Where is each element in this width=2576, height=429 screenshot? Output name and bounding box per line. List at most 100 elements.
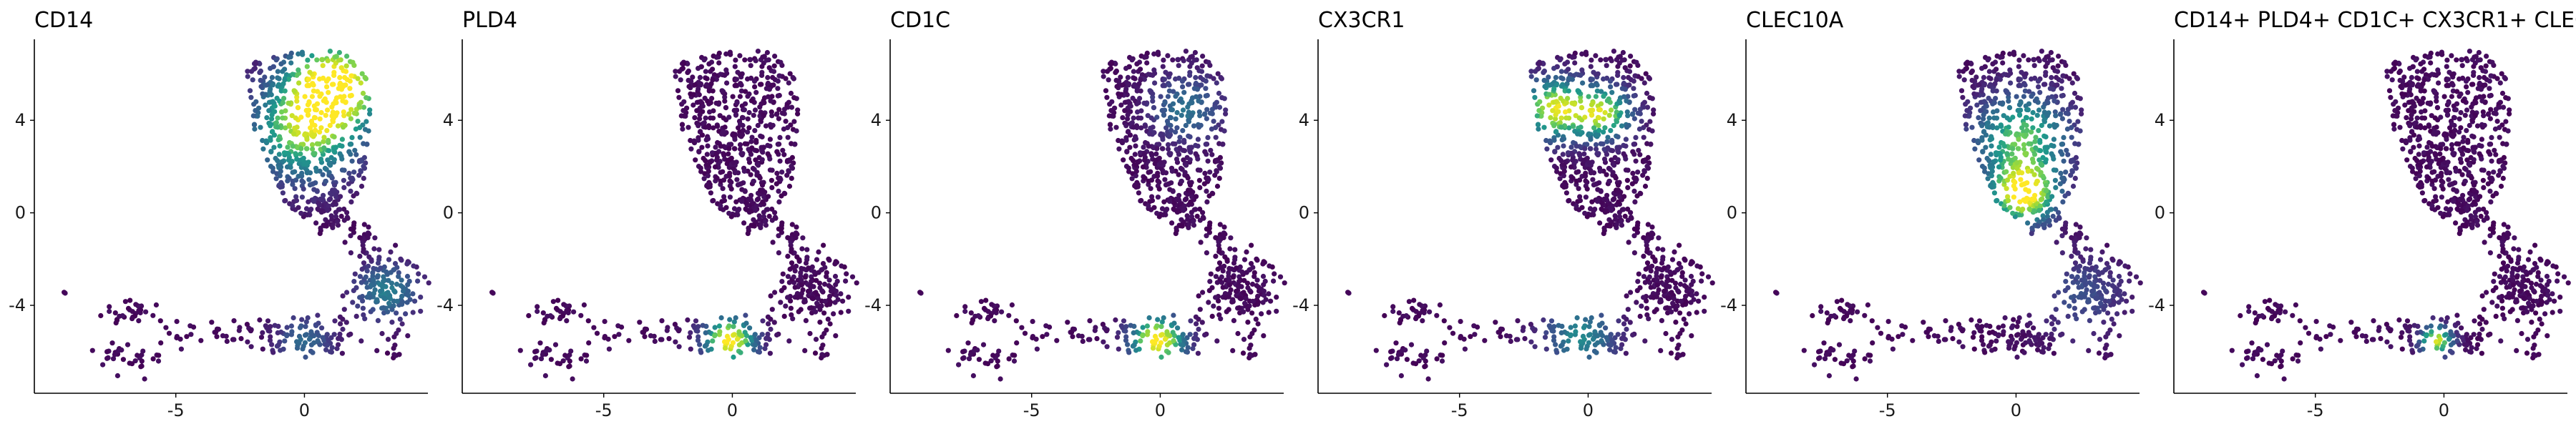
cell-point — [2082, 307, 2087, 312]
cell-point — [418, 308, 424, 314]
cell-point — [1162, 177, 1168, 182]
cell-point — [358, 80, 364, 86]
cell-point — [1648, 142, 1654, 147]
panel-title: PLD4 — [462, 8, 517, 33]
cell-point — [686, 68, 692, 74]
cell-point — [379, 330, 385, 337]
cell-point — [1458, 335, 1463, 341]
cell-point — [1217, 154, 1223, 160]
cell-point — [1986, 124, 1992, 130]
cell-point — [330, 117, 336, 123]
cell-point — [553, 305, 560, 311]
cell-point — [2019, 69, 2024, 75]
cell-point — [776, 250, 781, 256]
cell-point — [298, 114, 304, 120]
cell-point — [351, 279, 357, 285]
cell-point — [1553, 129, 1559, 134]
cell-point — [1528, 339, 1534, 345]
cell-point — [2025, 107, 2031, 113]
cell-point — [1639, 76, 1644, 82]
cell-point — [1213, 253, 1219, 259]
cell-point — [337, 331, 343, 337]
x-tick-label: 0 — [299, 400, 310, 420]
cell-point — [1171, 207, 1177, 212]
cell-point — [1574, 143, 1579, 149]
cell-point — [125, 305, 132, 311]
cell-point — [1181, 207, 1186, 213]
cell-point — [1166, 197, 1173, 202]
cell-point — [273, 57, 279, 63]
cell-point — [2091, 283, 2097, 289]
cell-point — [1578, 72, 1584, 78]
cell-point — [1216, 104, 1223, 110]
cell-point — [2109, 282, 2115, 289]
cell-point — [348, 250, 353, 256]
cell-point — [1624, 293, 1629, 299]
cell-point — [1558, 115, 1564, 121]
cell-point — [779, 193, 784, 199]
cell-point — [1575, 88, 1581, 94]
cell-point — [1189, 54, 1195, 59]
cell-point — [2044, 199, 2049, 205]
cell-point — [1994, 66, 1999, 72]
cell-point — [730, 94, 736, 99]
cell-point — [1182, 169, 1188, 175]
cell-point — [404, 273, 411, 280]
cell-point — [209, 320, 215, 325]
cell-point — [245, 69, 250, 74]
cell-point — [1198, 240, 1204, 245]
cell-point — [386, 257, 392, 262]
cell-point — [1656, 235, 1662, 241]
cell-point — [348, 199, 354, 204]
cell-point — [1213, 124, 1219, 131]
cell-point — [135, 352, 140, 358]
cell-point — [310, 350, 316, 355]
cell-point — [1411, 297, 1417, 303]
cell-point — [1583, 317, 1589, 322]
cell-point — [346, 112, 351, 117]
cell-point — [701, 57, 707, 63]
cell-point — [1187, 134, 1193, 139]
cell-point — [680, 108, 686, 114]
cell-point — [1604, 63, 1609, 69]
cell-point — [303, 159, 308, 166]
cell-point — [1246, 267, 1252, 273]
cell-point — [255, 113, 260, 119]
cell-point — [367, 111, 373, 117]
cell-point — [780, 147, 786, 153]
data-points — [1345, 49, 1715, 382]
cell-point — [2049, 74, 2054, 81]
cell-point — [2099, 296, 2104, 302]
cell-point — [673, 74, 678, 79]
cell-point — [2044, 113, 2050, 119]
cell-point — [690, 74, 696, 80]
cell-point — [1568, 164, 1574, 170]
cell-point — [827, 321, 833, 327]
cell-point — [334, 345, 340, 352]
cell-point — [314, 189, 320, 194]
cell-point — [1669, 290, 1674, 295]
cell-point — [384, 350, 391, 356]
cell-point — [804, 247, 810, 252]
cell-point — [804, 255, 810, 260]
cell-point — [1196, 109, 1202, 115]
cell-point — [376, 255, 382, 260]
cell-point — [1180, 342, 1186, 348]
cell-point — [1630, 170, 1636, 176]
cell-point — [328, 162, 333, 168]
cell-point — [2137, 280, 2143, 286]
cell-point — [1981, 116, 1986, 122]
cell-point — [2049, 151, 2054, 157]
cell-point — [1631, 93, 1636, 99]
cell-point — [985, 361, 991, 367]
cell-point — [1631, 188, 1637, 194]
cell-point — [1207, 169, 1213, 175]
cell-point — [785, 134, 791, 140]
cell-point — [276, 76, 282, 82]
cell-point — [758, 117, 763, 123]
cell-point — [732, 170, 738, 176]
cell-point — [643, 326, 650, 332]
cell-point — [1169, 220, 1175, 226]
cell-point — [746, 125, 752, 131]
cell-point — [1541, 317, 1546, 323]
